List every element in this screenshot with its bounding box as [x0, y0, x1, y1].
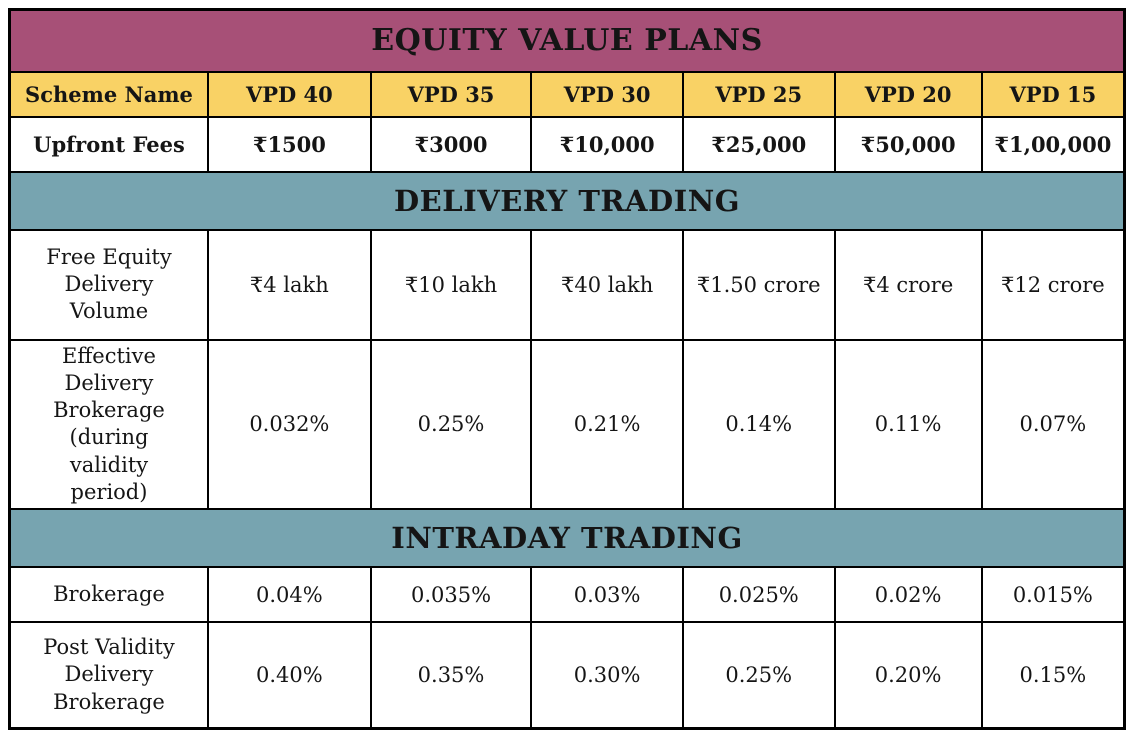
delivery-volume-vpd30: ₹40 lakh: [530, 228, 684, 341]
intraday-brokerage-vpd35: 0.035%: [369, 566, 533, 624]
scheme-header-vpd20: VPD 20: [833, 70, 983, 118]
effective-delivery-brokerage-label: Effective Delivery Brokerage (during val…: [8, 338, 209, 511]
scheme-header-vpd15: VPD 15: [980, 70, 1126, 118]
intraday-brokerage-vpd40: 0.04%: [206, 566, 372, 624]
effective-brokerage-vpd15: 0.07%: [980, 338, 1126, 511]
intraday-brokerage-vpd15: 0.015%: [980, 566, 1126, 624]
upfront-fee-vpd30: ₹10,000: [530, 115, 684, 173]
effective-brokerage-vpd20: 0.11%: [833, 338, 983, 511]
delivery-volume-vpd20: ₹4 crore: [833, 228, 983, 341]
intraday-brokerage-vpd30: 0.03%: [530, 566, 684, 624]
delivery-volume-vpd15: ₹12 crore: [980, 228, 1126, 341]
scheme-header-vpd40: VPD 40: [206, 70, 372, 118]
upfront-fee-vpd35: ₹3000: [369, 115, 533, 173]
intraday-brokerage-label: Brokerage: [8, 566, 209, 624]
free-equity-delivery-volume-label: Free Equity Delivery Volume: [8, 228, 209, 341]
scheme-header-vpd25: VPD 25: [681, 70, 836, 118]
upfront-fee-vpd15: ₹1,00,000: [980, 115, 1126, 173]
effective-brokerage-vpd40: 0.032%: [206, 338, 372, 511]
delivery-volume-vpd35: ₹10 lakh: [369, 228, 533, 341]
scheme-header-vpd35: VPD 35: [369, 70, 533, 118]
scheme-name-header: Scheme Name: [8, 70, 209, 118]
scheme-header-vpd30: VPD 30: [530, 70, 684, 118]
section-header-intraday-trading: INTRADAY TRADING: [8, 508, 1126, 569]
upfront-fee-vpd25: ₹25,000: [681, 115, 836, 173]
upfront-fee-vpd20: ₹50,000: [833, 115, 983, 173]
post-validity-brokerage-label: Post Validity Delivery Brokerage: [8, 621, 209, 730]
post-validity-brokerage-vpd20: 0.20%: [833, 621, 983, 730]
effective-brokerage-vpd30: 0.21%: [530, 338, 684, 511]
delivery-volume-vpd40: ₹4 lakh: [206, 228, 372, 341]
section-header-delivery-trading: DELIVERY TRADING: [8, 170, 1126, 231]
upfront-fee-vpd40: ₹1500: [206, 115, 372, 173]
intraday-brokerage-vpd20: 0.02%: [833, 566, 983, 624]
effective-brokerage-vpd25: 0.14%: [681, 338, 836, 511]
table-title: EQUITY VALUE PLANS: [8, 8, 1126, 73]
upfront-fees-label: Upfront Fees: [8, 115, 209, 173]
effective-brokerage-vpd35: 0.25%: [369, 338, 533, 511]
post-validity-brokerage-vpd15: 0.15%: [980, 621, 1126, 730]
post-validity-brokerage-vpd40: 0.40%: [206, 621, 372, 730]
post-validity-brokerage-vpd30: 0.30%: [530, 621, 684, 730]
post-validity-brokerage-vpd35: 0.35%: [369, 621, 533, 730]
equity-value-plans-table: EQUITY VALUE PLANS Scheme Name VPD 40 VP…: [8, 8, 1126, 730]
post-validity-brokerage-vpd25: 0.25%: [681, 621, 836, 730]
delivery-volume-vpd25: ₹1.50 crore: [681, 228, 836, 341]
intraday-brokerage-vpd25: 0.025%: [681, 566, 836, 624]
